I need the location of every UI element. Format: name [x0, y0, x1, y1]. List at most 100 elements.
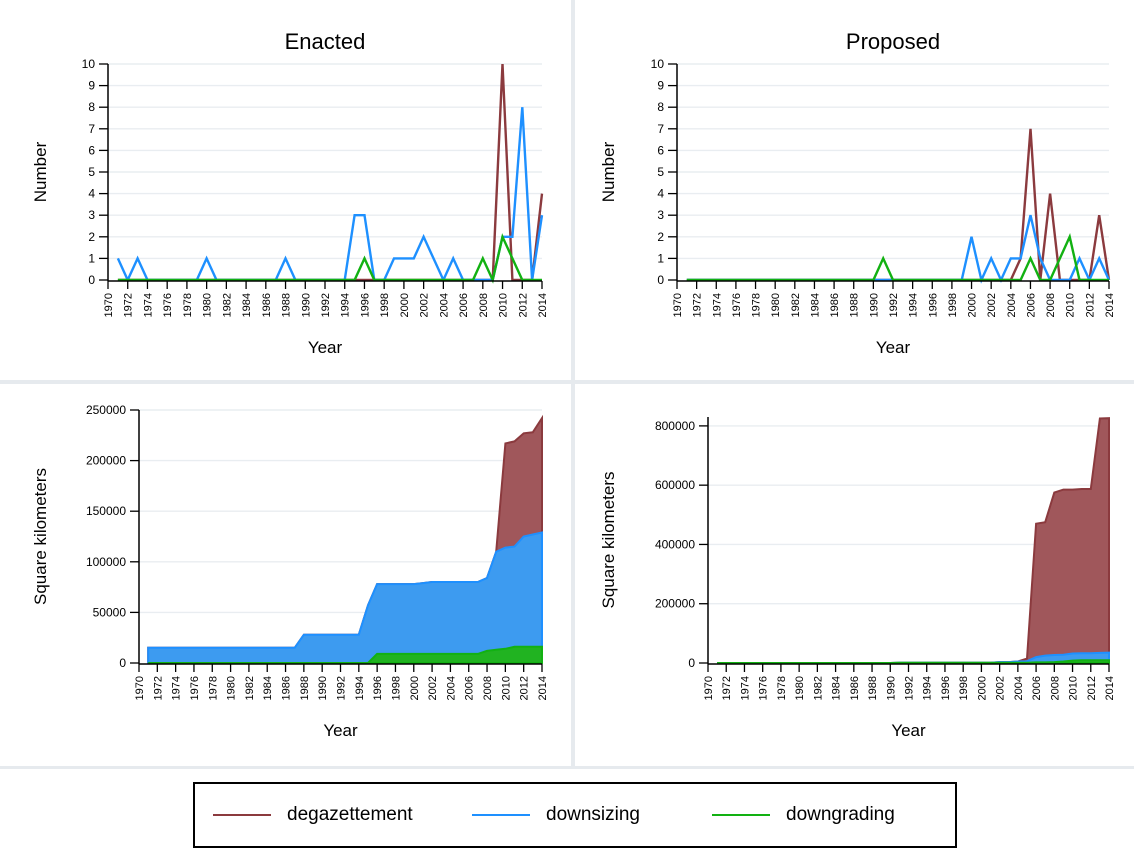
y-tick-label: 400000: [655, 537, 695, 551]
x-tick-label: 1990: [868, 293, 880, 317]
y-tick-label: 1: [88, 251, 95, 265]
x-tick-label: 1994: [922, 676, 934, 700]
y-axis-title: Square kilometers: [31, 468, 50, 605]
x-tick-label: 1988: [867, 676, 879, 700]
x-tick-label: 1992: [888, 293, 900, 317]
y-tick-label: 0: [119, 656, 126, 670]
y-tick-label: 600000: [655, 478, 695, 492]
x-tick-label: 1980: [202, 293, 214, 317]
x-tick-label: 1982: [244, 676, 256, 700]
y-tick-label: 0: [688, 656, 695, 670]
x-tick-label: 1994: [908, 293, 920, 317]
x-axis-title: Year: [891, 721, 926, 740]
x-tick-label: 1998: [947, 293, 959, 317]
x-tick-label: 2010: [498, 293, 510, 317]
x-tick-label: 1978: [776, 676, 788, 700]
x-tick-label: 1970: [134, 676, 146, 700]
x-tick-label: 1974: [711, 293, 723, 317]
series-area-downgrading: [717, 659, 1110, 664]
x-tick-label: 1988: [849, 293, 861, 317]
x-tick-label: 2012: [517, 293, 529, 317]
x-tick-label: 2010: [1068, 676, 1080, 700]
legend-swatch-downsizing: [472, 814, 530, 816]
x-tick-label: 1974: [171, 676, 183, 700]
x-tick-label: 1998: [391, 676, 403, 700]
x-tick-label: 2006: [464, 676, 476, 700]
y-axis-title: Number: [31, 141, 50, 202]
panel-proposed-number: 0 1 2 3 4 5 6 7 8 9 10 1970 1972 1974 1976 1978 1980 1982…: [599, 29, 1116, 357]
x-tick-label: 1984: [831, 676, 843, 700]
x-tick-label: 1972: [152, 676, 164, 700]
x-tick-label: 1976: [758, 676, 770, 700]
y-tick-label: 7: [657, 122, 664, 136]
x-tick-label: 1996: [940, 676, 952, 700]
x-axis-title: Year: [323, 721, 358, 740]
x-tick-label: 1974: [740, 676, 752, 700]
panel-proposed-area: 0 200000 400000 600000 800000 1970 1972 1974 197…: [599, 417, 1116, 740]
y-tick-label: 250000: [86, 403, 126, 417]
x-tick-label: 2006: [1031, 676, 1043, 700]
x-tick-label: 1986: [281, 676, 293, 700]
x-tick-label: 2014: [1104, 676, 1116, 700]
x-tick-label: 1984: [262, 676, 274, 700]
x-tick-label: 1998: [379, 293, 391, 317]
y-tick-label: 3: [657, 208, 664, 222]
y-tick-label: 1: [657, 251, 664, 265]
x-tick-label: 1970: [103, 293, 115, 317]
y-tick-label: 4: [88, 187, 95, 201]
legend-swatch-degazettement: [213, 814, 271, 816]
y-tick-label: 200000: [86, 454, 126, 468]
panel-title: Proposed: [846, 29, 940, 54]
x-tick-label: 1972: [123, 293, 135, 317]
legend-item-downsizing: downsizing: [472, 784, 640, 846]
y-tick-label: 6: [88, 143, 95, 157]
y-tick-label: 8: [88, 100, 95, 114]
y-tick-label: 6: [657, 143, 664, 157]
y-tick-label: 10: [82, 57, 96, 71]
y-tick-label: 2: [657, 230, 664, 244]
x-tick-label: 1982: [790, 293, 802, 317]
series-area-downsizing: [147, 531, 543, 664]
y-axis-title: Square kilometers: [599, 471, 618, 608]
x-tick-label: 2008: [1049, 676, 1061, 700]
x-tick-label: 2010: [500, 676, 512, 700]
x-tick-label: 1980: [794, 676, 806, 700]
x-tick-label: 1988: [299, 676, 311, 700]
legend-label-degazettement: degazettement: [287, 804, 413, 825]
x-tick-label: 1982: [812, 676, 824, 700]
legend-item-degazettement: degazettement: [213, 784, 413, 846]
x-tick-label: 1996: [927, 293, 939, 317]
series-area-degazettement: [717, 417, 1110, 664]
x-tick-label: 1980: [770, 293, 782, 317]
y-tick-label: 5: [88, 165, 95, 179]
x-tick-label: 2002: [419, 293, 431, 317]
x-tick-label: 1990: [885, 676, 897, 700]
x-tick-label: 2014: [1104, 293, 1116, 317]
x-tick-label: 1974: [143, 293, 155, 317]
x-tick-label: 2014: [537, 676, 549, 700]
x-tick-label: 1986: [829, 293, 841, 317]
x-tick-label: 1972: [692, 293, 704, 317]
x-tick-label: 1992: [336, 676, 348, 700]
x-tick-label: 2014: [537, 293, 549, 317]
legend-item-downgrading: downgrading: [712, 784, 895, 846]
y-tick-label: 50000: [93, 605, 127, 619]
x-tick-label: 1976: [162, 293, 174, 317]
x-tick-label: 2004: [438, 293, 450, 317]
x-axis-title: Year: [308, 338, 343, 357]
legend-divider: [0, 766, 1134, 769]
x-tick-label: 1986: [261, 293, 273, 317]
x-tick-label: 2002: [995, 676, 1007, 700]
x-tick-label: 2000: [967, 293, 979, 317]
x-tick-label: 1976: [189, 676, 201, 700]
legend-label-downgrading: downgrading: [786, 804, 895, 825]
x-tick-label: 1996: [360, 293, 372, 317]
x-tick-label: 1990: [300, 293, 312, 317]
y-tick-label: 9: [88, 79, 95, 93]
x-tick-label: 1978: [751, 293, 763, 317]
x-tick-label: 2002: [427, 676, 439, 700]
x-tick-label: 2006: [458, 293, 470, 317]
x-tick-label: 1994: [354, 676, 366, 700]
x-tick-label: 2008: [482, 676, 494, 700]
